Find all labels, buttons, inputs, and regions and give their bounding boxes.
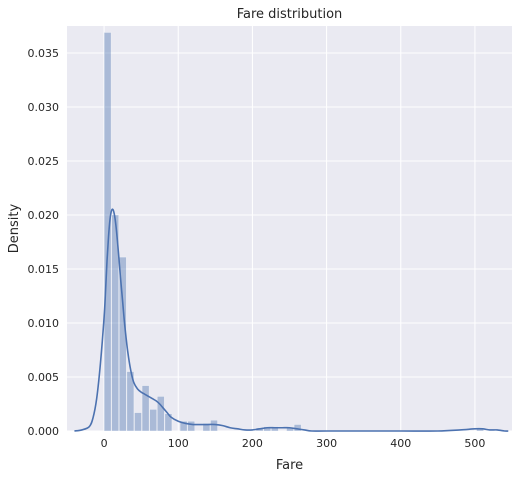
histogram-bar bbox=[157, 396, 165, 432]
x-tick-label: 500 bbox=[464, 437, 485, 450]
y-tick-label: 0.010 bbox=[28, 317, 60, 330]
histogram-bar bbox=[271, 426, 279, 432]
y-tick-label: 0.000 bbox=[28, 425, 60, 438]
y-tick-label: 0.005 bbox=[28, 371, 60, 384]
histogram-bar bbox=[103, 32, 112, 432]
histogram-bar bbox=[141, 385, 150, 432]
histogram-bars bbox=[103, 32, 484, 432]
histogram-bar bbox=[149, 409, 157, 432]
y-tick-label: 0.020 bbox=[28, 209, 60, 222]
y-axis-ticks: 0.000 0.005 0.010 0.015 0.020 0.025 0.030 0.035 bbox=[28, 47, 60, 438]
y-tick-label: 0.015 bbox=[28, 263, 60, 276]
histogram-bar bbox=[179, 421, 188, 432]
histogram-bar bbox=[187, 421, 195, 432]
kde-line bbox=[74, 208, 509, 432]
y-axis-label: Density bbox=[7, 203, 22, 253]
grid-layer bbox=[67, 26, 512, 432]
kde-layer bbox=[74, 208, 509, 432]
x-tick-label: 300 bbox=[316, 437, 337, 450]
x-axis-label: Fare bbox=[276, 458, 303, 473]
y-tick-label: 0.035 bbox=[28, 47, 60, 60]
x-tick-label: 0 bbox=[101, 437, 108, 450]
plot-background bbox=[67, 26, 512, 431]
x-tick-label: 200 bbox=[242, 437, 263, 450]
histogram-bar bbox=[134, 412, 142, 432]
y-tick-label: 0.030 bbox=[28, 101, 60, 114]
y-tick-label: 0.025 bbox=[28, 155, 60, 168]
x-axis-ticks: 0 100 200 300 400 500 bbox=[101, 437, 486, 450]
x-tick-label: 400 bbox=[390, 437, 411, 450]
histogram-bar bbox=[210, 419, 218, 432]
histogram-bar bbox=[202, 423, 211, 432]
chart-title: Fare distribution bbox=[237, 7, 343, 22]
x-tick-label: 100 bbox=[168, 437, 189, 450]
